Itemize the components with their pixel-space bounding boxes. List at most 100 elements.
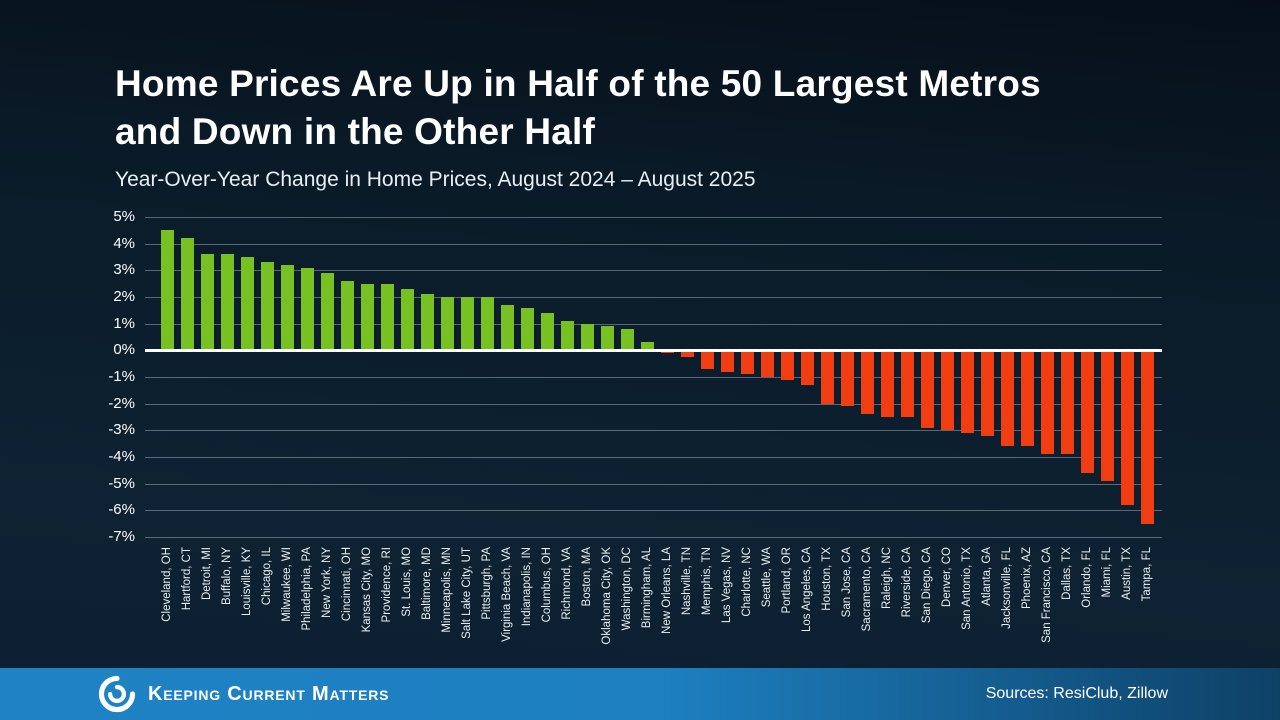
y-axis-tick-label: -3% bbox=[108, 421, 135, 439]
x-axis-tick-label: Birmingham, AL bbox=[641, 547, 653, 629]
y-axis-tick-label: -6% bbox=[108, 501, 135, 519]
bar-phoenix-az bbox=[1020, 350, 1034, 447]
x-axis-tick-label: Portland, OR bbox=[781, 547, 793, 614]
bar-boston-ma bbox=[580, 323, 594, 351]
gridline bbox=[145, 483, 1162, 485]
bar-memphis-tn bbox=[700, 350, 714, 369]
x-axis-tick-label: Salt Lake City, UT bbox=[461, 547, 473, 639]
bar-buffalo-ny bbox=[220, 254, 234, 351]
brand-name: Keeping Current Matters bbox=[148, 682, 390, 705]
x-axis-tick-label: San Antonio, TX bbox=[961, 547, 973, 630]
y-axis-tick-label: 2% bbox=[113, 288, 135, 305]
zero-axis-line bbox=[145, 349, 1162, 353]
x-axis-tick-label: Riverside, CA bbox=[901, 547, 913, 618]
gridline bbox=[145, 403, 1162, 405]
y-axis-tick-label: -2% bbox=[108, 394, 135, 412]
bar-jacksonville-fl bbox=[1000, 350, 1014, 447]
x-axis-tick-label: Louisville, KY bbox=[241, 547, 253, 617]
page-title-line2: and Down in the Other Half bbox=[115, 111, 596, 152]
gridline bbox=[145, 323, 1162, 325]
bar-atlanta-ga bbox=[980, 350, 994, 436]
bar-oklahoma-city-ok bbox=[600, 326, 614, 351]
y-axis-tick-label: -5% bbox=[108, 474, 135, 492]
bar-providence-ri bbox=[380, 283, 394, 351]
x-axis-tick-label: Sacramento, CA bbox=[861, 547, 873, 632]
bar-denver-co bbox=[940, 350, 954, 431]
x-axis-tick-label: New Orleans, LA bbox=[661, 547, 673, 634]
x-axis-tick-label: Memphis, TN bbox=[701, 547, 713, 616]
x-axis-tick-label: Atlanta, GA bbox=[981, 547, 993, 606]
gridline bbox=[145, 537, 1162, 538]
x-axis-tick-label: Philadelphia, PA bbox=[301, 547, 313, 631]
gridline bbox=[145, 217, 1162, 218]
x-axis-tick-label: Milwaukee, WI bbox=[281, 547, 293, 622]
x-axis-tick-label: Orlando, FL bbox=[1081, 547, 1093, 608]
bar-san-diego-ca bbox=[920, 350, 934, 428]
gridline bbox=[145, 270, 1162, 272]
x-axis-tick-label: Miami, FL bbox=[1101, 547, 1113, 598]
x-axis-tick-label: Dallas, TX bbox=[1061, 547, 1073, 600]
bar-detroit-mi bbox=[200, 254, 214, 351]
page-title-line1: Home Prices Are Up in Half of the 50 Lar… bbox=[115, 63, 1041, 104]
x-axis-tick-label: Cincinnati, OH bbox=[341, 547, 353, 622]
x-axis-tick-label: Las Vegas, NV bbox=[721, 547, 733, 624]
bar-houston-tx bbox=[820, 350, 834, 404]
x-axis-tick-label: Hartford, CT bbox=[181, 547, 193, 611]
bar-san-jose-ca bbox=[840, 350, 854, 407]
y-axis-tick-label: 5% bbox=[113, 208, 135, 225]
x-axis-tick-label: San Diego, CA bbox=[921, 547, 933, 624]
bar-salt-lake-city-ut bbox=[460, 297, 474, 351]
y-axis-tick-label: -4% bbox=[108, 448, 135, 465]
x-axis-tick-label: Raleigh, NC bbox=[881, 547, 893, 609]
bar-orlando-fl bbox=[1080, 350, 1094, 473]
x-axis-tick-label: Charlotte, NC bbox=[741, 547, 753, 617]
x-axis-tick-label: Chicago, IL bbox=[261, 547, 273, 606]
x-axis-tick-label: Tampa, FL bbox=[1141, 547, 1153, 602]
x-axis-tick-label: Kansas City, MO bbox=[361, 547, 373, 633]
bar-miami-fl bbox=[1100, 350, 1114, 481]
bar-los-angeles-ca bbox=[800, 350, 814, 385]
y-axis-tick-label: 0% bbox=[113, 341, 135, 359]
chart-subtitle: Year-Over-Year Change in Home Prices, Au… bbox=[115, 168, 756, 191]
x-axis-tick-label: Jacksonville, FL bbox=[1001, 547, 1013, 629]
bar-hartford-ct bbox=[180, 238, 194, 351]
x-axis-tick-label: Indianapolis, IN bbox=[521, 547, 533, 627]
x-axis-tick-label: Providence, RI bbox=[381, 547, 393, 623]
x-axis-tick-label: San Jose, CA bbox=[841, 547, 853, 618]
bar-washington-dc bbox=[620, 329, 634, 351]
bar-louisville-ky bbox=[240, 257, 254, 351]
x-axis-tick-label: Baltimore, MD bbox=[421, 547, 433, 620]
x-axis-tick-label: Virginia Beach, VA bbox=[501, 547, 513, 642]
bar-las-vegas-nv bbox=[720, 350, 734, 372]
y-axis-tick-label: -7% bbox=[108, 528, 135, 545]
bar-kansas-city-mo bbox=[360, 283, 374, 351]
y-axis-tick-label: 1% bbox=[113, 314, 135, 332]
bar-milwaukee-wi bbox=[280, 265, 294, 351]
bar-columbus-oh bbox=[540, 313, 554, 351]
x-axis-tick-label: Seattle, WA bbox=[761, 547, 773, 608]
x-axis-tick-label: Richmond, VA bbox=[561, 547, 573, 620]
x-axis-tick-label: Minneapolis, MN bbox=[441, 547, 453, 633]
x-axis-tick-label: St. Louis, MO bbox=[401, 547, 413, 617]
gridline bbox=[145, 510, 1162, 512]
gridline bbox=[145, 430, 1162, 432]
bar-charlotte-nc bbox=[740, 350, 754, 375]
x-axis-tick-label: Denver, CO bbox=[941, 547, 953, 608]
bar-portland-or bbox=[780, 350, 794, 380]
bar-austin-tx bbox=[1120, 350, 1134, 505]
bar-indianapolis-in bbox=[520, 307, 534, 351]
bar-riverside-ca bbox=[900, 350, 914, 417]
x-axis-tick-label: San Francisco, CA bbox=[1041, 547, 1053, 643]
x-axis-tick-label: Columbus, OH bbox=[541, 547, 553, 623]
gridline bbox=[145, 243, 1162, 245]
x-axis-tick-label: Detroit, MI bbox=[201, 547, 213, 601]
x-axis-tick-label: Boston, MA bbox=[581, 547, 593, 607]
bar-seattle-wa bbox=[760, 350, 774, 377]
page-title: Home Prices Are Up in Half of the 50 Lar… bbox=[115, 60, 1205, 156]
y-axis-tick-label: -1% bbox=[108, 368, 135, 385]
x-axis-tick-label: Phoenix, AZ bbox=[1021, 547, 1033, 610]
x-axis-tick-label: Oklahoma City, OK bbox=[601, 547, 613, 645]
kcm-logo: Keeping Current Matters bbox=[98, 668, 389, 720]
bar-raleigh-nc bbox=[880, 350, 894, 417]
x-axis-tick-label: Pittsburgh, PA bbox=[481, 547, 493, 620]
